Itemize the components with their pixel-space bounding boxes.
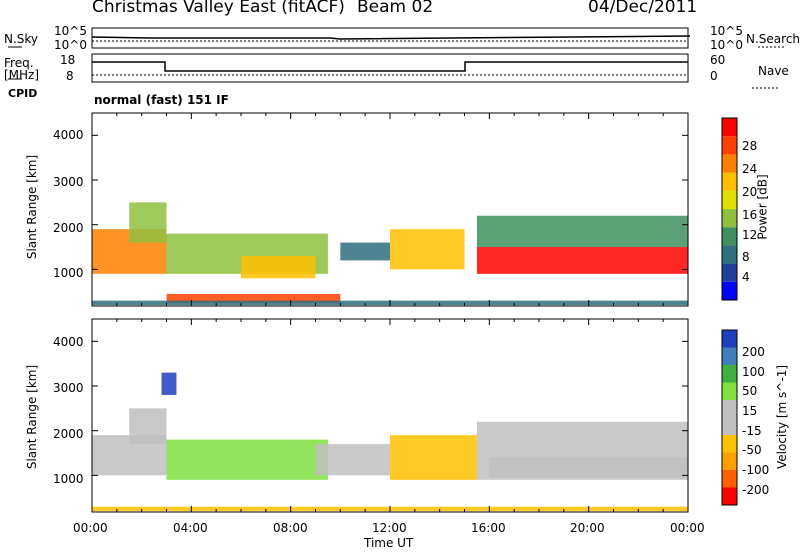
panel2-colorbar-seg-8 — [722, 347, 737, 365]
velocity-cbar-m50: -50 — [742, 443, 762, 457]
velocity-ytick-2000: 2000 — [53, 427, 84, 441]
panel1-band-3 — [241, 255, 316, 279]
panel2-colorbar-seg-9 — [722, 330, 737, 348]
xtick-2: 08:00 — [273, 521, 308, 535]
panel2-colorbar-seg-2 — [722, 452, 737, 470]
power-cbar-28: 28 — [742, 139, 758, 153]
nsky-tick-low: 10^0 — [54, 38, 87, 52]
panel1-colorbar-seg-6 — [722, 172, 737, 191]
xtick-3: 12:00 — [372, 521, 407, 535]
nsearch-tick-low: 10^0 — [710, 38, 743, 52]
power-ytick-1000: 1000 — [53, 266, 84, 280]
panel2-colorbar-seg-5 — [722, 400, 737, 418]
velocity-ytick-3000: 3000 — [53, 381, 84, 395]
panel1-band-1 — [129, 202, 167, 243]
power-cbar-12: 12 — [742, 228, 758, 242]
panel2-band-6 — [489, 457, 688, 478]
station-title: Christmas Valley East (fitACF) — [92, 0, 345, 17]
velocity-ytick-4000: 4000 — [53, 335, 84, 349]
panel1-band-5 — [390, 229, 465, 270]
panel2-colorbar-seg-6 — [722, 382, 737, 400]
panel2-band-1 — [129, 408, 167, 445]
xtick-0: 00:00 — [73, 521, 108, 535]
panel2-colorbar-frame — [721, 329, 738, 506]
panel2-colorbar-seg-4 — [722, 417, 737, 435]
velocity-cbar-50: 50 — [742, 384, 758, 398]
nave-tick-low: 0 — [710, 69, 718, 83]
panel1-band-7 — [476, 215, 688, 248]
velocity-cbar-m200: -200 — [742, 483, 770, 497]
power-cbar-4: 4 — [742, 270, 750, 284]
nsky-strip-frame — [91, 27, 689, 49]
xtick-4: 16:00 — [471, 521, 506, 535]
panel1-colorbar-seg-9 — [722, 118, 737, 137]
power-cbar-24: 24 — [742, 162, 758, 176]
panel1-colorbar-seg-7 — [722, 154, 737, 173]
xtick-5: 20:00 — [570, 521, 605, 535]
nsky-line — [91, 35, 691, 40]
velocity-cbar-200: 200 — [742, 345, 765, 359]
nsearch-tick-high: 10^5 — [710, 24, 743, 38]
date-title: 04/Dec/2011 — [588, 0, 698, 17]
nave-label: Nave — [758, 64, 789, 78]
velocity-ytick-1000: 1000 — [53, 472, 84, 486]
velocity-cbar-m100: -100 — [742, 463, 770, 477]
beam-title: Beam 02 — [357, 0, 434, 17]
panel2-colorbar-seg-7 — [722, 365, 737, 383]
panel1-colorbar-seg-1 — [722, 263, 737, 282]
panel2-band-4 — [390, 435, 477, 480]
panel1-frame — [91, 112, 689, 307]
cpid-label: CPID — [8, 87, 38, 100]
panel2-band-2 — [166, 439, 328, 480]
power-ytick-4000: 4000 — [53, 128, 84, 142]
cpid-text: normal (fast) 151 IF — [94, 93, 229, 107]
panel2-band-7 — [161, 372, 177, 395]
panel1-colorbar-frame — [721, 117, 738, 301]
xtick-6: 00:00 — [670, 521, 705, 535]
panel2-band-3 — [315, 444, 390, 476]
panel2-colorbar-seg-1 — [722, 470, 737, 488]
panel2-colorbar-seg-0 — [722, 487, 737, 505]
xlabel: Time UT — [364, 536, 414, 550]
freq-strip-frame — [91, 53, 689, 83]
panel1-colorbar-seg-0 — [722, 281, 737, 300]
panel2-frame — [91, 318, 689, 513]
freq-tick-low: 8 — [66, 69, 74, 83]
power-ytick-2000: 2000 — [53, 221, 84, 235]
freq-tick-high: 18 — [60, 53, 76, 67]
panel1-colorbar-seg-2 — [722, 245, 737, 264]
nsky-tick-high: 10^5 — [54, 24, 87, 38]
velocity-cbar-15: 15 — [742, 404, 758, 418]
nave-tick-high: 60 — [710, 53, 726, 67]
panel2-colorbar-seg-3 — [722, 435, 737, 453]
panel1-band-6 — [476, 247, 688, 274]
panel1-colorbar-seg-4 — [722, 209, 737, 228]
freq-label: Freq. — [4, 56, 34, 70]
panel1-colorbar-seg-5 — [722, 190, 737, 209]
freq-line — [92, 61, 688, 72]
power-cbar-16: 16 — [742, 208, 758, 222]
power-cbar-8: 8 — [742, 250, 750, 264]
velocity-cbar-m15: -15 — [742, 424, 762, 438]
panel1-colorbar-seg-3 — [722, 227, 737, 246]
power-cbar-20: 20 — [742, 185, 758, 199]
panel1-band-4 — [340, 242, 390, 261]
nsearch-label: N.Search — [746, 32, 800, 46]
xtick-1: 04:00 — [173, 521, 208, 535]
panel1-colorbar-seg-8 — [722, 136, 737, 155]
velocity-cbar-100: 100 — [742, 365, 765, 379]
panel1-band-8 — [166, 293, 341, 303]
nsky-label: N.Sky — [4, 32, 39, 46]
power-ytick-3000: 3000 — [53, 175, 84, 189]
